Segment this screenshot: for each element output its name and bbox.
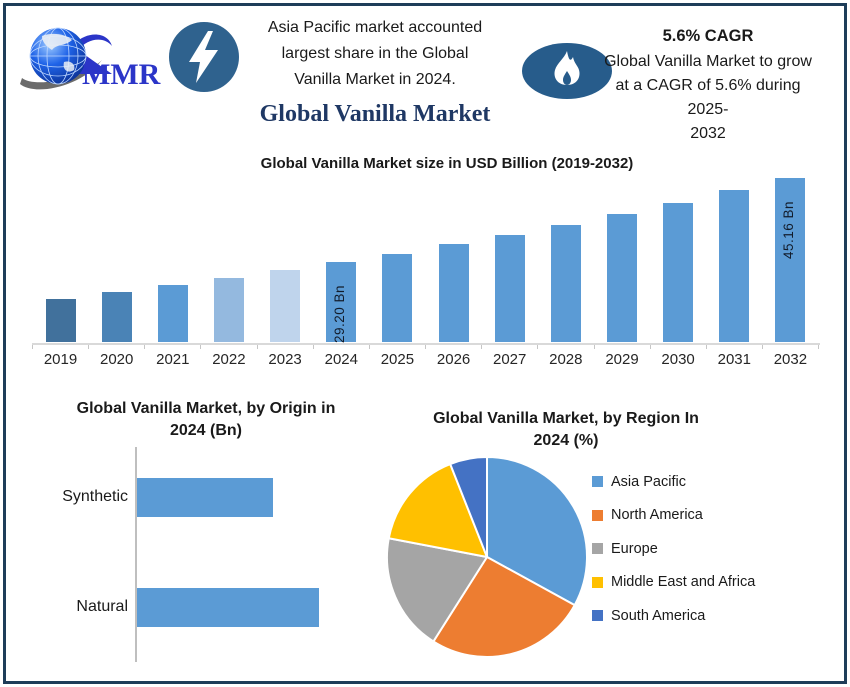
bar-2024	[326, 262, 357, 342]
pie-slice-north-america	[432, 556, 576, 658]
bar-2020	[101, 292, 132, 342]
highlight-line: Asia Pacific market accounted	[267, 19, 483, 36]
bar-2021	[157, 285, 188, 342]
x-axis-label-2029: 2029	[605, 351, 639, 368]
x-axis-label-2028: 2028	[549, 351, 583, 368]
legend-item-europe: Europe	[592, 538, 755, 559]
highlight-asia-pacific: Asia Pacific market accounted largest sh…	[252, 15, 498, 93]
bar-value-label-2032: 45.16 Bn	[781, 200, 797, 260]
pie-slice-europe	[386, 537, 488, 643]
x-axis-label-2024: 2024	[324, 351, 358, 368]
pie-slice-south-america	[449, 456, 488, 558]
main-bar-chart: 2019 2020 2021 2022 2023 2024 29.20 Bn 2025 2026…	[32, 178, 820, 368]
legend-swatch	[592, 610, 603, 621]
x-axis-tick	[481, 345, 483, 349]
legend-swatch	[592, 576, 603, 588]
x-axis-tick	[425, 345, 427, 349]
region-title-line: 2024 (%)	[533, 432, 599, 449]
x-axis-label-2030: 2030	[661, 351, 695, 368]
x-axis-tick	[593, 345, 595, 349]
cagr-line: at a CAGR of 5.6% during 2025-	[615, 77, 801, 118]
main-chart-x-axis	[32, 343, 820, 345]
legend-swatch	[592, 509, 603, 521]
legend-item-asia-pacific: Asia Pacific	[592, 471, 755, 492]
x-axis-tick	[312, 345, 314, 349]
bar-2025	[382, 254, 413, 342]
flame-icon	[522, 43, 612, 99]
x-axis-tick	[144, 345, 146, 349]
bar-synthetic	[137, 478, 273, 517]
legend-label: South America	[611, 607, 706, 624]
x-axis-label-2031: 2031	[717, 351, 751, 368]
x-axis-label-2026: 2026	[436, 351, 471, 368]
bar-2030	[663, 203, 694, 342]
origin-chart-y-axis	[135, 447, 137, 662]
category-label-synthetic: Synthetic	[62, 488, 128, 505]
legend-label: North America	[611, 507, 703, 523]
highlight-cagr: 5.6% CAGR Global Vanilla Market to grow …	[603, 24, 813, 146]
x-axis-tick	[200, 345, 202, 349]
legend-swatch	[592, 476, 603, 487]
x-axis-tick	[761, 345, 763, 349]
main-chart-title: Global Vanilla Market size in USD Billio…	[260, 155, 634, 172]
x-axis-tick	[256, 345, 258, 349]
origin-title-line: Global Vanilla Market, by Origin in	[76, 400, 336, 417]
origin-bar-chart: Synthetic Natural	[0, 0, 420, 687]
globe-continent	[63, 61, 75, 72]
pie-slice-asia-pacific	[486, 456, 588, 607]
logo-brand-text: MMR	[82, 58, 161, 91]
bar-2023	[270, 270, 301, 342]
highlight-line: Vanilla Market in 2024.	[294, 71, 456, 88]
highlight-line: largest share in the Global	[281, 45, 469, 62]
x-axis-label-2019: 2019	[43, 351, 78, 368]
x-axis-tick	[705, 345, 707, 349]
cagr-value: 5.6% CAGR	[662, 27, 754, 45]
bar-natural	[137, 588, 319, 627]
x-axis-label-2022: 2022	[212, 351, 246, 368]
legend-swatch	[592, 543, 603, 554]
origin-title-line: 2024 (Bn)	[169, 422, 243, 439]
legend-label: Europe	[611, 540, 658, 557]
region-chart-title: Global Vanilla Market, by Region In 2024…	[390, 408, 742, 452]
bar-2026	[438, 244, 469, 342]
bar-2029	[607, 214, 637, 342]
lightning-icon	[169, 22, 239, 92]
bar-2027	[494, 235, 525, 342]
pie-slice-middle-east-and-africa	[387, 463, 488, 558]
x-axis-tick	[649, 345, 651, 349]
legend-item-south-america: South America	[592, 605, 755, 626]
x-axis-label-2021: 2021	[156, 351, 190, 368]
globe-continent	[42, 33, 72, 50]
x-axis-label-2032: 2032	[773, 351, 808, 368]
legend-item-north-america: North America	[592, 505, 755, 526]
cagr-line: 2032	[690, 125, 726, 142]
x-axis-tick	[368, 345, 370, 349]
region-title-line: Global Vanilla Market, by Region In	[433, 410, 699, 427]
bar-2022	[213, 278, 244, 342]
category-label-natural: Natural	[76, 598, 128, 615]
cagr-line: Global Vanilla Market to grow	[604, 53, 812, 70]
x-axis-tick	[32, 345, 33, 349]
mmr-logo: MMR	[20, 27, 161, 91]
bar-2032	[775, 178, 806, 342]
x-axis-tick	[818, 345, 820, 349]
page-title: Global Vanilla Market	[259, 101, 491, 127]
origin-chart-title: Global Vanilla Market, by Origin in 2024…	[30, 398, 382, 442]
region-pie-chart	[386, 456, 588, 658]
x-axis-tick	[537, 345, 539, 349]
x-axis-tick	[88, 345, 90, 349]
bar-2028	[550, 225, 581, 342]
bar-2019	[45, 299, 76, 342]
x-axis-label-2025: 2025	[380, 351, 415, 368]
legend-label: Asia Pacific	[611, 473, 686, 490]
region-pie-legend: Asia Pacific North America Europe Middle Ea…	[592, 471, 755, 626]
x-axis-label-2020: 2020	[100, 351, 134, 368]
legend-item-middle-east-and-africa: Middle East and Africa	[592, 572, 755, 593]
x-axis-label-2023: 2023	[268, 351, 302, 368]
x-axis-label-2027: 2027	[493, 351, 527, 368]
bar-2031	[719, 190, 750, 342]
legend-label: Middle East and Africa	[611, 574, 756, 590]
